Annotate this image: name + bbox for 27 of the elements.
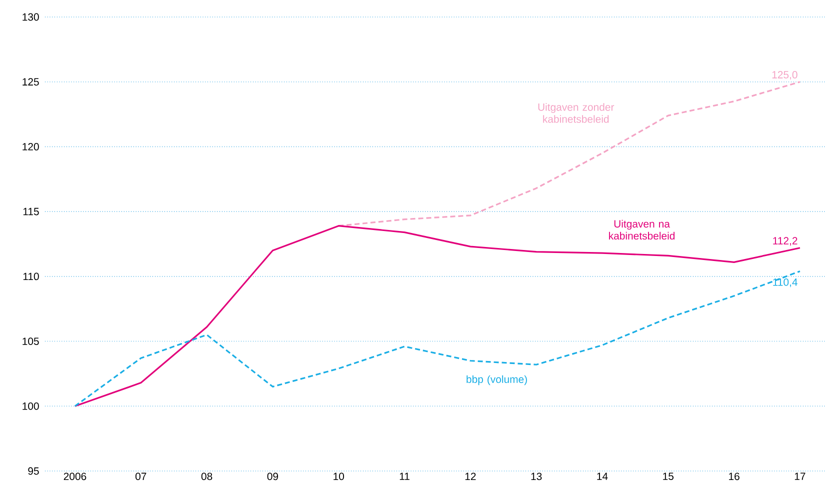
- line-series: [74, 270, 801, 407]
- x-tick-label: 10: [334, 472, 344, 480]
- y-tick-label: 100: [22, 402, 39, 410]
- x-tick-label: 12: [465, 472, 476, 480]
- data-label: 112,2: [773, 237, 798, 246]
- x-tick-label: 15: [663, 472, 674, 480]
- y-tick-label: 105: [22, 338, 39, 345]
- y-tick-label: 115: [23, 208, 39, 216]
- x-tick-label: 14: [597, 472, 608, 480]
- data-label: 125,0: [772, 71, 798, 80]
- x-tick-label: 11: [400, 472, 410, 480]
- x-tick-label: 13: [531, 472, 542, 480]
- y-tick-label: 110: [23, 272, 39, 280]
- series-label: Uitgaven na kabinetsbeleid: [609, 220, 675, 240]
- data-label: 110,4: [773, 278, 798, 288]
- x-tick-label: 07: [135, 472, 146, 480]
- y-tick-label: 95: [28, 467, 39, 475]
- y-tick-label: 120: [22, 143, 39, 150]
- y-tick-label: 130: [22, 13, 39, 21]
- x-tick-label: 17: [794, 472, 806, 480]
- x-tick-label: 2006: [64, 472, 86, 480]
- x-tick-label: 16: [729, 472, 740, 480]
- x-tick-label: 08: [201, 472, 212, 480]
- x-tick-label: 09: [267, 472, 278, 480]
- series-label: bbp (volume): [466, 375, 527, 386]
- y-tick-label: 125: [22, 78, 39, 86]
- series-label: Uitgaven zonder kabinetsbeleid: [538, 103, 614, 123]
